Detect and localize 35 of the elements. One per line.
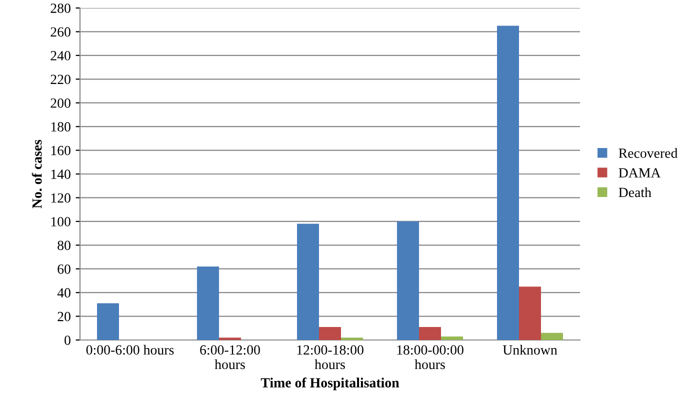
x-axis-title: Time of Hospitalisation — [260, 378, 400, 390]
x-tick-label: Unknown — [502, 344, 558, 355]
y-tick-label: 280 — [50, 4, 70, 13]
y-tick-label: 120 — [51, 193, 70, 203]
y-tick-label: 200 — [50, 98, 70, 108]
bar — [519, 286, 541, 340]
bar — [419, 326, 441, 340]
bar — [497, 26, 519, 340]
legend-label: Recovered — [618, 148, 678, 158]
y-tick-label: 140 — [51, 170, 70, 179]
x-tick-label: 12:00-18:00 hours — [297, 345, 364, 370]
y-tick-label: 260 — [50, 27, 70, 37]
x-tick-label: 18:00-00:00 hours — [397, 345, 464, 370]
y-tick-label: 80 — [58, 240, 70, 250]
x-tick-label: 0:00-6:00 hours — [86, 344, 174, 355]
bar — [97, 303, 119, 340]
x-tick-label: 6:00-12:00 hours — [200, 345, 260, 370]
y-tick-label: 40 — [57, 288, 70, 298]
legend-label: DAMA — [618, 168, 661, 178]
y-tick-label: 160 — [51, 146, 70, 156]
y-tick-label: 180 — [51, 122, 70, 132]
y-tick-label: 20 — [58, 312, 70, 322]
y-tick-label: 60 — [58, 264, 70, 274]
bar — [397, 221, 419, 340]
y-tick-label: 220 — [50, 74, 70, 84]
y-tick-label: 100 — [51, 217, 70, 226]
bar — [197, 266, 219, 340]
bar — [297, 224, 319, 340]
y-tick-label: 240 — [50, 51, 70, 60]
bar — [319, 326, 341, 340]
y-axis-title: No. of cases — [32, 140, 42, 208]
bar — [441, 336, 463, 340]
y-tick-label: 0 — [64, 336, 70, 345]
legend-label: Death — [618, 187, 652, 198]
bar — [541, 332, 563, 340]
